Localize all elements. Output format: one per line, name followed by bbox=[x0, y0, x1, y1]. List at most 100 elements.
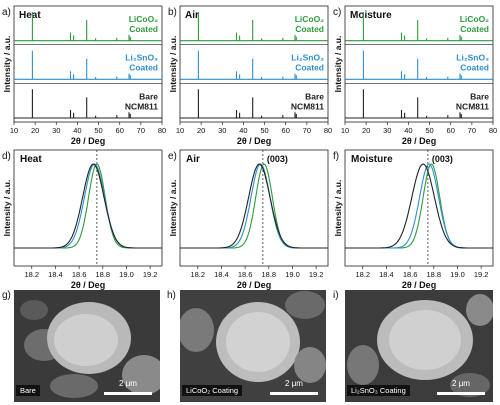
panel-title: Heat bbox=[20, 154, 42, 165]
x-tick-label: 50 bbox=[425, 126, 433, 135]
y-axis-label: Intensity / a.u. bbox=[2, 180, 12, 237]
series-label: NCM811 bbox=[291, 101, 324, 111]
x-tick-label: 18.2 bbox=[355, 270, 370, 279]
panel-letter: c) bbox=[333, 7, 341, 18]
x-axis-label: 2θ / Deg bbox=[237, 136, 271, 146]
panel-title: Heat bbox=[19, 10, 41, 21]
x-tick-label: 10 bbox=[341, 126, 349, 135]
plot-frame bbox=[344, 149, 494, 267]
scale-bar-label: 2 μm bbox=[452, 379, 470, 388]
series-label: NCM811 bbox=[125, 101, 158, 111]
x-tick-label: 19.0 bbox=[119, 270, 134, 279]
peak-trace-licoo2 bbox=[14, 163, 162, 249]
peak-trace-bare bbox=[180, 163, 328, 249]
sem-caption: Bare bbox=[16, 385, 40, 396]
xrd-trace-li2sno3 bbox=[345, 50, 493, 80]
sem-image-li2sno3 bbox=[345, 290, 493, 402]
x-tick-label: 20 bbox=[362, 126, 370, 135]
peak-label: (003) bbox=[267, 154, 288, 164]
series-label: NCM811 bbox=[456, 101, 489, 111]
xrd-trace-bare bbox=[345, 89, 493, 119]
sem-image-bare bbox=[14, 290, 160, 402]
scale-bar-label: 2 μm bbox=[119, 379, 137, 388]
x-tick-label: 19.0 bbox=[285, 270, 300, 279]
x-tick-label: 60 bbox=[447, 126, 455, 135]
scale-bar: 2 μm bbox=[102, 379, 154, 397]
series-label: Coated bbox=[129, 24, 158, 34]
x-tick-label: 70 bbox=[303, 126, 311, 135]
x-tick-label: 80 bbox=[158, 126, 166, 135]
x-tick-label: 20 bbox=[197, 126, 205, 135]
series-label: LiCoO₂ bbox=[129, 14, 158, 24]
y-axis-label: Intensity / a.u. bbox=[333, 36, 343, 93]
x-tick-label: 18.8 bbox=[261, 270, 276, 279]
x-tick-label: 18.6 bbox=[403, 270, 418, 279]
xrd-trace-licoo2 bbox=[180, 12, 328, 42]
x-tick-label: 30 bbox=[52, 126, 60, 135]
peak-trace-li2sno3 bbox=[345, 163, 493, 249]
plot-frame bbox=[13, 149, 163, 267]
peak-label: (003) bbox=[432, 154, 453, 164]
x-tick-label: 18.4 bbox=[379, 270, 394, 279]
x-tick-label: 19.2 bbox=[143, 270, 158, 279]
x-tick-label: 10 bbox=[10, 126, 18, 135]
x-tick-label: 40 bbox=[404, 126, 412, 135]
plot-frame bbox=[344, 5, 494, 123]
peak-trace-licoo2 bbox=[345, 163, 493, 249]
x-tick-label: 19.2 bbox=[309, 270, 324, 279]
series-label: Coated bbox=[129, 63, 158, 73]
x-tick-label: 18.2 bbox=[190, 270, 205, 279]
sem-panel-licoo2: LiCoO₂ Coating 2 μm bbox=[180, 290, 326, 402]
panel-letter-g: g) bbox=[2, 290, 11, 301]
x-tick-label: 19.2 bbox=[474, 270, 489, 279]
series-label: Coated bbox=[460, 24, 489, 34]
series-label: Coated bbox=[295, 24, 324, 34]
xrd-trace-licoo2 bbox=[14, 12, 162, 42]
scale-bar-line bbox=[437, 392, 485, 395]
sem-panel-bare: Bare 2 μm bbox=[14, 290, 160, 402]
panel-letter-h: h) bbox=[167, 290, 176, 301]
x-axis-label: 2θ / Deg bbox=[402, 280, 436, 290]
peak-trace-li2sno3 bbox=[14, 163, 162, 249]
x-tick-label: 30 bbox=[218, 126, 226, 135]
scale-bar-line bbox=[104, 392, 152, 395]
series-label: Li₂SnO₃ bbox=[291, 53, 324, 63]
x-tick-label: 70 bbox=[468, 126, 476, 135]
x-tick-label: 50 bbox=[260, 126, 268, 135]
x-tick-label: 60 bbox=[116, 126, 124, 135]
series-label: Bare bbox=[305, 91, 324, 101]
xrd-trace-bare bbox=[180, 89, 328, 119]
series-label: LiCoO₂ bbox=[460, 14, 489, 24]
scale-bar: 2 μm bbox=[435, 379, 487, 397]
x-tick-label: 18.8 bbox=[426, 270, 441, 279]
x-tick-label: 18.6 bbox=[238, 270, 253, 279]
x-tick-label: 40 bbox=[239, 126, 247, 135]
x-tick-label: 19.0 bbox=[450, 270, 465, 279]
y-axis-label: Intensity / a.u. bbox=[333, 180, 343, 237]
scale-bar-line bbox=[270, 392, 318, 395]
panel-title: Air bbox=[185, 10, 199, 21]
x-tick-label: 18.2 bbox=[24, 270, 39, 279]
xrd-trace-li2sno3 bbox=[14, 50, 162, 80]
x-tick-label: 18.8 bbox=[95, 270, 110, 279]
xrd-trace-licoo2 bbox=[345, 12, 493, 42]
x-tick-label: 80 bbox=[489, 126, 497, 135]
x-tick-label: 70 bbox=[137, 126, 145, 135]
panel-letter: e) bbox=[168, 151, 177, 162]
panel-letter: a) bbox=[2, 7, 11, 18]
x-tick-label: 10 bbox=[176, 126, 184, 135]
plot-frame bbox=[179, 149, 329, 267]
panel-title: Moisture bbox=[350, 10, 392, 21]
x-tick-label: 80 bbox=[324, 126, 332, 135]
sem-image-licoo2 bbox=[180, 290, 326, 402]
panel-title: Air bbox=[186, 154, 200, 165]
x-tick-label: 18.4 bbox=[48, 270, 63, 279]
x-tick-label: 20 bbox=[31, 126, 39, 135]
series-label: Coated bbox=[460, 63, 489, 73]
x-tick-label: 30 bbox=[383, 126, 391, 135]
panel-letter: b) bbox=[168, 7, 177, 18]
series-label: Coated bbox=[295, 63, 324, 73]
series-label: Bare bbox=[139, 91, 158, 101]
panel-letter-i: i) bbox=[333, 290, 339, 301]
